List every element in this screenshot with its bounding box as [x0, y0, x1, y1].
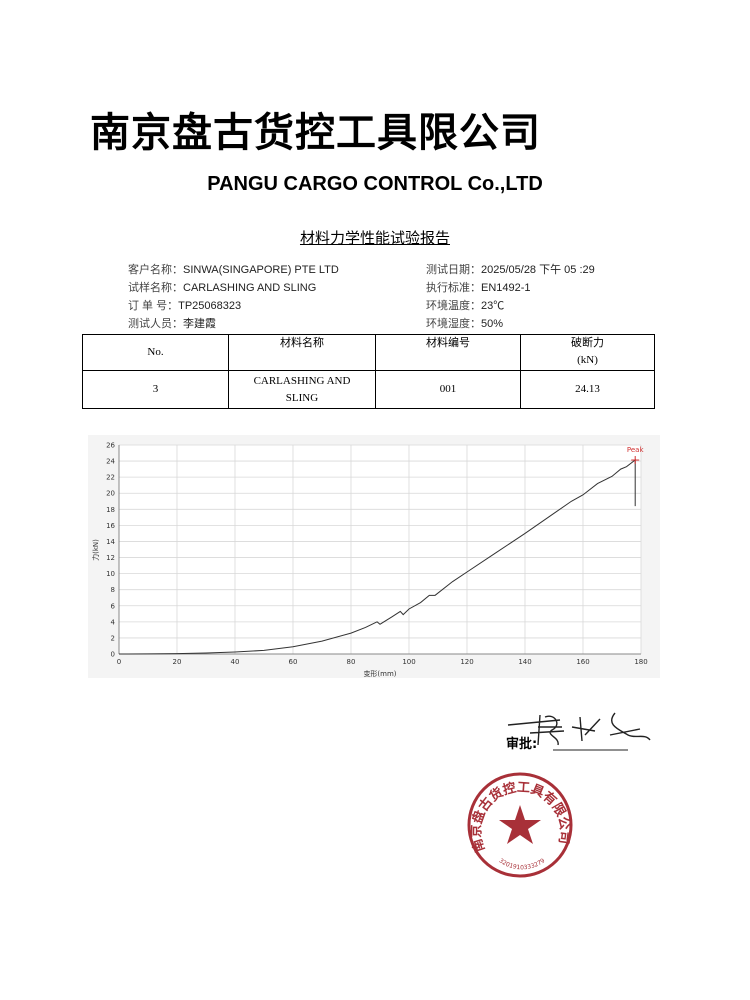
header-breaking-force: 破断力 (kN) [520, 334, 655, 371]
info-standard: 执行标准：EN1492-1 [426, 279, 531, 295]
cell-breaking-force: 24.13 [520, 370, 655, 409]
header-text: 破断力 [571, 337, 604, 349]
y-tick-label: 24 [106, 458, 115, 466]
peak-label: Peak [627, 446, 645, 454]
x-tick-label: 80 [347, 658, 356, 666]
value: 李建霞 [183, 318, 216, 330]
value: 50% [481, 318, 504, 330]
header-material-code: 材料编号 [375, 334, 521, 371]
label: 订 单 号： [128, 300, 179, 312]
y-tick-label: 20 [106, 490, 115, 498]
approval-label: 审批: [506, 737, 538, 752]
cell-material-code: 001 [375, 370, 521, 409]
y-tick-label: 10 [106, 570, 115, 578]
y-tick-label: 2 [111, 634, 115, 642]
info-humidity: 环境湿度：50% [426, 315, 503, 331]
x-axis-label: 变形(mm) [363, 669, 396, 678]
label: 环境湿度： [426, 318, 481, 330]
company-seal: 南京盘古货控工具有限公司 3201910333279 [467, 772, 573, 878]
x-tick-label: 160 [576, 658, 589, 666]
y-tick-label: 0 [111, 651, 115, 659]
results-table: No. 材料名称 材料编号 破断力 (kN) 3 CARLASHING AND S… [82, 334, 655, 409]
grid [118, 444, 642, 655]
y-tick-label: 14 [106, 538, 115, 546]
y-tick-label: 4 [111, 618, 116, 626]
x-tick-label: 0 [117, 658, 121, 666]
x-tick-label: 180 [634, 658, 647, 666]
info-order: 订 单 号：TP25068323 [128, 297, 241, 313]
table-row: 3 CARLASHING AND SLING 001 24.13 [82, 370, 655, 409]
value: CARLASHING AND SLING [183, 282, 317, 294]
x-tick-label: 20 [173, 658, 182, 666]
info-customer: 客户名称：SINWA(SINGAPORE) PTE LTD [128, 261, 339, 277]
cell-material-name: CARLASHING AND SLING [228, 370, 376, 409]
x-tick-label: 40 [231, 658, 240, 666]
value: SINWA(SINGAPORE) PTE LTD [183, 264, 339, 276]
value: TP25068323 [178, 300, 242, 312]
label: 环境温度： [426, 300, 481, 312]
x-tick-label: 140 [518, 658, 531, 666]
label: 测试人员： [128, 318, 183, 330]
value: EN1492-1 [481, 282, 531, 294]
y-tick-label: 6 [111, 602, 116, 610]
value: 2025/05/28 下午 05 :29 [481, 264, 595, 276]
x-tick-label: 100 [402, 658, 415, 666]
header-no: No. [82, 334, 229, 371]
value: 23℃ [481, 300, 505, 312]
company-name-cn: 南京盘古货控工具限公司 [90, 110, 541, 156]
cell-no: 3 [82, 370, 229, 409]
y-tick-label: 16 [106, 522, 115, 530]
series-line [118, 459, 636, 655]
label: 测试日期： [426, 264, 481, 276]
company-name-en: PANGU CARGO CONTROL Co.,LTD [207, 173, 543, 195]
label: 试样名称： [128, 282, 183, 294]
y-axis-label: 力(kN) [91, 539, 100, 561]
y-tick-label: 26 [106, 442, 115, 450]
table-header-row: No. 材料名称 材料编号 破断力 (kN) [82, 334, 655, 371]
x-tick-label: 60 [289, 658, 298, 666]
x-tick-label: 120 [460, 658, 473, 666]
label: 客户名称： [128, 264, 183, 276]
y-tick-label: 8 [111, 586, 115, 594]
svg-text:3201910333279: 3201910333279 [498, 857, 547, 871]
force-deformation-chart: 0 20 40 60 80 100 120 140 160 1800246810121416182… [88, 435, 660, 678]
header-material-name: 材料名称 [228, 334, 376, 371]
tick-labels: 0 20 40 60 80 100 120 140 160 1800246810121416182… [106, 442, 648, 667]
y-tick-label: 22 [106, 474, 115, 482]
peak-marker: Peak [627, 446, 645, 465]
info-date: 测试日期：2025/05/28 下午 05 :29 [426, 261, 595, 277]
plot-area [119, 445, 641, 654]
info-temperature: 环境温度：23℃ [426, 297, 504, 313]
signature [507, 712, 651, 751]
info-tester: 测试人员：李建霞 [128, 315, 216, 331]
y-tick-label: 18 [106, 506, 115, 514]
header-unit: (kN) [577, 354, 598, 366]
info-sample: 试样名称：CARLASHING AND SLING [128, 279, 316, 295]
y-tick-label: 12 [106, 554, 115, 562]
report-title: 材料力学性能试验报告 [299, 229, 450, 247]
label: 执行标准： [426, 282, 481, 294]
